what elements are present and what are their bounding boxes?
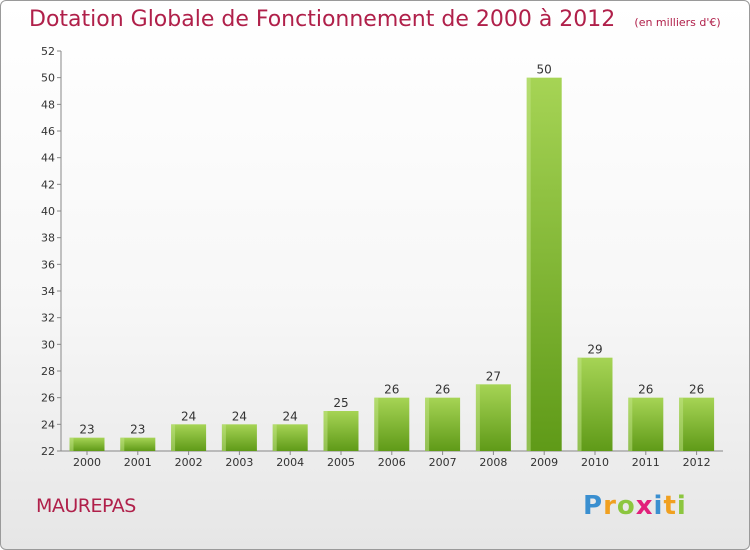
y-tick-label: 40 bbox=[41, 205, 55, 218]
logo-letter: x bbox=[635, 491, 654, 521]
x-tick-label: 2009 bbox=[530, 456, 558, 469]
x-tick-label: 2004 bbox=[276, 456, 304, 469]
bar bbox=[272, 424, 308, 451]
bar-highlight bbox=[425, 397, 430, 451]
bar-highlight bbox=[526, 77, 531, 452]
x-tick-label: 2008 bbox=[479, 456, 507, 469]
x-tick-label: 2000 bbox=[73, 456, 101, 469]
y-tick-label: 38 bbox=[41, 232, 55, 245]
logo-letter: t bbox=[663, 491, 677, 521]
y-tick-label: 30 bbox=[41, 338, 55, 351]
commune-name: MAUREPAS bbox=[36, 495, 136, 517]
y-tick-label: 34 bbox=[41, 285, 55, 298]
bar bbox=[628, 397, 664, 451]
x-tick-label: 2012 bbox=[683, 456, 711, 469]
bar bbox=[69, 437, 105, 451]
bar bbox=[323, 411, 359, 451]
y-tick-label: 22 bbox=[41, 445, 55, 458]
y-tick-label: 36 bbox=[41, 258, 55, 271]
bar-highlight bbox=[323, 411, 328, 451]
chart-subtitle: (en milliers d'€) bbox=[634, 16, 721, 29]
data-label: 29 bbox=[587, 343, 602, 357]
data-label: 23 bbox=[130, 423, 145, 437]
y-tick-label: 32 bbox=[41, 312, 55, 325]
bar bbox=[475, 384, 511, 451]
bar-highlight bbox=[69, 437, 74, 451]
bar bbox=[577, 357, 613, 451]
bars bbox=[69, 77, 715, 452]
y-tick-label: 24 bbox=[41, 418, 55, 431]
data-label: 23 bbox=[79, 423, 94, 437]
bar-highlight bbox=[628, 397, 633, 451]
data-label: 25 bbox=[333, 396, 348, 410]
data-label: 26 bbox=[689, 383, 704, 397]
data-label: 26 bbox=[435, 383, 450, 397]
bar-highlight bbox=[120, 437, 125, 451]
bar bbox=[221, 424, 257, 451]
bar-highlight bbox=[475, 384, 480, 451]
labels: 22 24 26 28 30 32 34 36 38 40 42 44 46 48 50 52 2000 23 20… bbox=[41, 45, 711, 469]
data-label: 27 bbox=[486, 369, 501, 383]
x-tick-label: 2006 bbox=[378, 456, 406, 469]
logo-letter: i bbox=[676, 491, 687, 521]
data-label: 24 bbox=[181, 409, 196, 423]
bar bbox=[374, 397, 410, 451]
chart-title: Dotation Globale de Fonctionnement de 20… bbox=[29, 7, 616, 32]
data-label: 26 bbox=[638, 383, 653, 397]
y-tick-label: 46 bbox=[41, 125, 55, 138]
bar-highlight bbox=[374, 397, 379, 451]
bar-highlight bbox=[679, 397, 684, 451]
logo-letter: o bbox=[616, 491, 636, 521]
bar bbox=[679, 397, 715, 451]
title-row: Dotation Globale de Fonctionnement de 20… bbox=[29, 7, 721, 32]
x-tick-label: 2007 bbox=[429, 456, 457, 469]
logo-letter: r bbox=[603, 491, 617, 521]
y-tick-label: 52 bbox=[41, 45, 55, 58]
bar bbox=[526, 77, 562, 452]
y-tick-label: 44 bbox=[41, 152, 55, 165]
x-tick-label: 2010 bbox=[581, 456, 609, 469]
logo-letter: P bbox=[583, 491, 604, 521]
data-label: 50 bbox=[537, 63, 552, 77]
logo-letter: i bbox=[653, 491, 664, 521]
bar-highlight bbox=[171, 424, 176, 451]
data-label: 26 bbox=[384, 383, 399, 397]
bar bbox=[120, 437, 156, 451]
x-tick-label: 2011 bbox=[632, 456, 660, 469]
bar-highlight bbox=[221, 424, 226, 451]
bar-highlight bbox=[577, 357, 582, 451]
x-tick-label: 2002 bbox=[175, 456, 203, 469]
bar-highlight bbox=[272, 424, 277, 451]
y-tick-label: 48 bbox=[41, 98, 55, 111]
data-label: 24 bbox=[232, 409, 247, 423]
x-tick-label: 2001 bbox=[124, 456, 152, 469]
proxiti-logo: Proxiti bbox=[583, 491, 687, 521]
bar bbox=[425, 397, 461, 451]
y-tick-label: 28 bbox=[41, 365, 55, 378]
y-tick-label: 42 bbox=[41, 178, 55, 191]
data-label: 24 bbox=[283, 409, 298, 423]
bar bbox=[171, 424, 207, 451]
y-tick-label: 26 bbox=[41, 392, 55, 405]
x-tick-label: 2005 bbox=[327, 456, 355, 469]
x-tick-label: 2003 bbox=[225, 456, 253, 469]
y-tick-label: 50 bbox=[41, 72, 55, 85]
